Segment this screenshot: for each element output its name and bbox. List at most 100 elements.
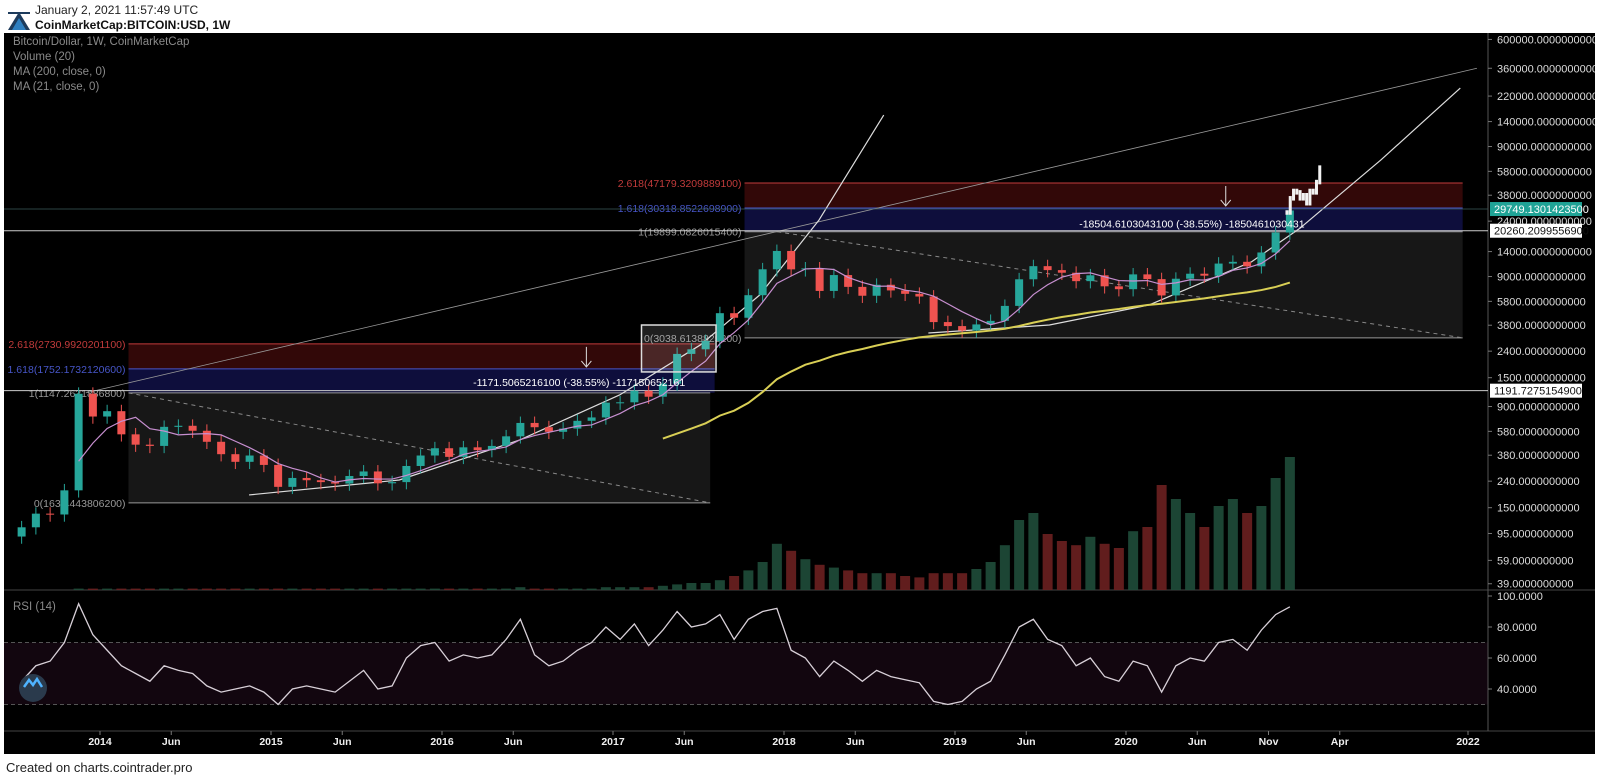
candle-body [972, 324, 981, 331]
volume-bar [1170, 499, 1181, 590]
measure-arrowhead-icon [580, 360, 592, 368]
candle-body [1029, 266, 1038, 280]
fib-level-label: 0(163.4443806200) [34, 498, 126, 510]
volume-bar [1156, 485, 1167, 590]
candle-body [544, 427, 553, 432]
projection-bar [1288, 196, 1292, 215]
volume-bar [814, 564, 825, 590]
candle-body [502, 436, 511, 446]
projection-bar [1301, 193, 1305, 201]
candle-body [1228, 261, 1237, 264]
candle-body [772, 250, 781, 270]
volume-bar [928, 573, 939, 590]
volume-bar [1042, 534, 1053, 590]
candle-body [858, 286, 867, 296]
volume-bar [615, 587, 626, 590]
volume-bar [914, 577, 925, 590]
price-axis-label: 38000.0000000000 [1497, 190, 1592, 202]
volume-bar [1071, 545, 1082, 590]
candle-body [901, 290, 910, 294]
candle-body [1129, 274, 1138, 290]
candle-body [288, 477, 297, 487]
candle-body [188, 425, 197, 431]
price-axis-label: 14000.0000000000 [1497, 247, 1592, 259]
candle-body [331, 482, 340, 484]
volume-bar [1128, 531, 1139, 590]
candle-body [416, 455, 425, 466]
volume-bar [330, 588, 341, 590]
projection-bar [1305, 193, 1309, 206]
projection-bar [1298, 190, 1302, 201]
dashed-trendline [128, 392, 711, 504]
candle-body [601, 402, 610, 418]
candle-body [1114, 286, 1123, 290]
candle-body [915, 293, 924, 297]
volume-bar [244, 588, 255, 590]
volume-bar [1284, 457, 1295, 590]
projection-bar [1295, 188, 1299, 195]
candle-body [587, 417, 596, 421]
candle-body [459, 447, 468, 457]
candle-body [687, 349, 696, 354]
candle-body [516, 422, 525, 437]
volume-bar [258, 588, 269, 590]
volume-bar [643, 587, 654, 590]
time-axis-label: 2019 [943, 736, 967, 748]
projection-bar [1308, 188, 1312, 206]
candle-body [402, 465, 411, 483]
volume-bar [501, 588, 512, 590]
candle-body [1257, 252, 1266, 267]
volume-bar [1242, 513, 1253, 590]
volume-bar [1256, 506, 1267, 590]
projection-bar [1292, 188, 1296, 201]
candle-body [202, 430, 211, 442]
candle-body [943, 322, 952, 327]
volume-bar [458, 588, 469, 590]
candle-body [274, 464, 283, 487]
volume-bar [1185, 513, 1196, 590]
volume-bar [586, 588, 597, 590]
volume-bar [543, 588, 554, 590]
last-price-badge [1490, 202, 1582, 217]
measure-label: -18504.6103043100 (-38.55%) -18504610304… [1079, 218, 1305, 230]
volume-bar [216, 588, 227, 590]
volume-bar [900, 576, 911, 590]
volume-bar [657, 585, 668, 590]
candle-body [658, 383, 667, 397]
volume-bar [415, 588, 426, 590]
price-axis-label: 900.0000000000 [1497, 402, 1580, 414]
volume-bar [429, 588, 440, 590]
projection-bar [1318, 165, 1322, 185]
candle-body [1214, 263, 1223, 276]
volume-bar [1270, 478, 1281, 590]
parabolic-arc [928, 87, 1461, 334]
parabolic-arc [248, 114, 885, 496]
candle-body [958, 326, 967, 331]
chart-frame[interactable]: 0(163.4443806200)1(1147.2631886800)1.618… [4, 33, 1595, 754]
price-axis-label: 3800.0000000000 [1497, 320, 1586, 332]
fib-level-label: 1.618(1752.1732120600) [8, 364, 126, 376]
candle-body [1271, 232, 1280, 253]
volume-bar [572, 588, 583, 590]
price-axis-label: 380.0000000000 [1497, 450, 1580, 462]
volume-bar [600, 587, 611, 590]
volume-bar [144, 588, 155, 590]
time-axis-label: 2016 [430, 736, 454, 748]
price-axis-label: 1500.0000000000 [1497, 373, 1586, 385]
projection-bar [1314, 179, 1318, 195]
chart-canvas[interactable]: 0(163.4443806200)1(1147.2631886800)1.618… [4, 33, 1595, 754]
volume-bar [73, 588, 84, 590]
candle-body [715, 313, 724, 341]
selection-rectangle [640, 324, 717, 373]
price-marker-badge [1490, 383, 1582, 398]
volume-bar [372, 588, 383, 590]
candle-body [730, 313, 739, 318]
chart-symbol: CoinMarketCap:BITCOIN:USD, 1W [35, 18, 231, 32]
rsi-axis-label: 60.0000 [1497, 653, 1537, 665]
time-axis-label: 2020 [1114, 736, 1138, 748]
price-axis-label: 360000.0000000000 [1497, 63, 1595, 75]
projection-bar [1285, 210, 1289, 215]
volume-bar [1142, 527, 1153, 590]
rsi-axis-label: 100.0000 [1497, 591, 1543, 603]
fib-level-label: 2.618(47179.3209889100) [618, 178, 742, 190]
